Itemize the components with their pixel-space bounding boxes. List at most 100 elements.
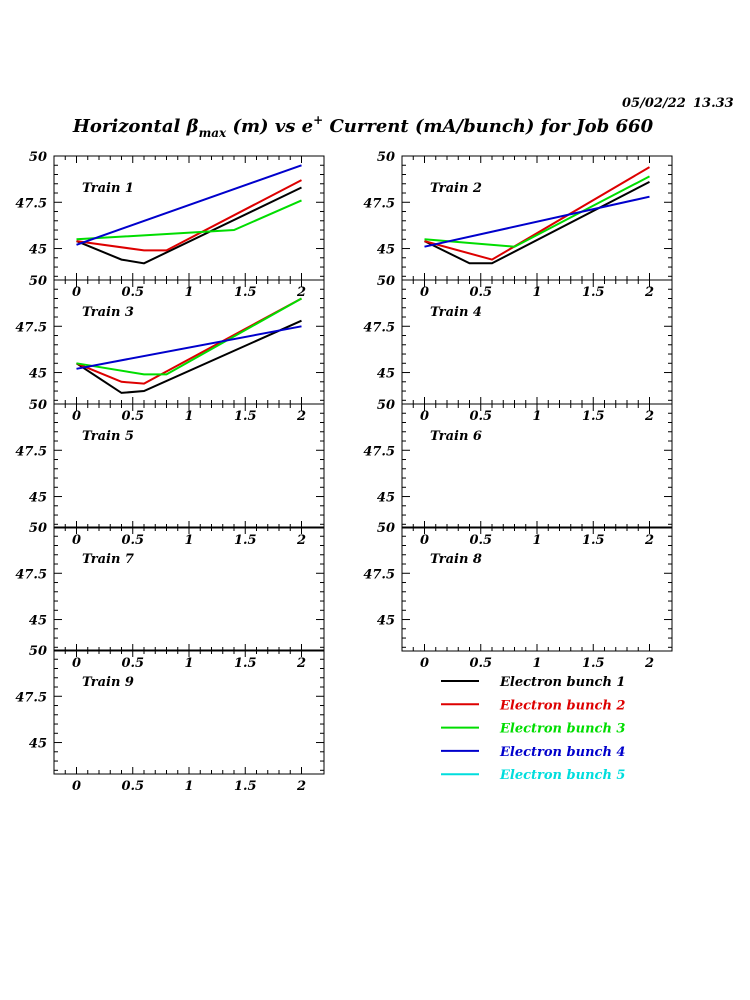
y-tick-label: 45 — [29, 491, 47, 506]
series-line-bunch-4 — [76, 325, 302, 370]
panel-frame — [401, 155, 673, 281]
x-tick-label: 1.5 — [234, 285, 257, 300]
x-tick-label: 0.5 — [121, 533, 144, 548]
series-line-bunch-1 — [76, 186, 302, 265]
panel-label: Train 7 — [82, 552, 134, 567]
date-stamp: 05/02/22 — [622, 96, 686, 111]
y-tick-label: 47.5 — [363, 567, 395, 582]
x-tick-label: 0 — [420, 285, 429, 300]
y-tick-label: 50 — [29, 150, 47, 165]
panel-train-2: 45 47.5 50 0 0.5 1 1.5 2 Train 2 — [363, 150, 673, 300]
x-tick-label: 1.5 — [582, 409, 605, 424]
series-line-bunch-4 — [424, 195, 650, 248]
y-tick-label: 45 — [29, 243, 47, 258]
series-line-bunch-1 — [75, 319, 302, 394]
x-tick-label: 2 — [644, 656, 654, 671]
series-line-bunch-3 — [424, 175, 650, 248]
x-tick-label: 0.5 — [121, 779, 144, 794]
y-tick-label: 47.5 — [15, 320, 47, 335]
x-tick-label: 0.5 — [469, 409, 492, 424]
main-title: Horizontal βmax (m) vs e+ Current (mA/bu… — [72, 113, 654, 140]
y-tick-label: 45 — [377, 491, 395, 506]
x-tick-label: 0 — [72, 533, 81, 548]
panel-label: Train 8 — [430, 552, 482, 567]
x-tick-label: 1 — [532, 656, 541, 671]
x-tick-label: 1 — [532, 285, 541, 300]
x-tick-label: 0 — [420, 533, 429, 548]
y-tick-label: 45 — [29, 367, 47, 382]
x-tick-label: 2 — [644, 409, 654, 424]
x-tick-label: 1 — [184, 779, 193, 794]
panel-train-4: 45 47.5 50 0 0.5 1 1.5 2 Train 4 — [363, 274, 673, 424]
y-tick-label: 47.5 — [15, 690, 47, 705]
series-line-bunch-3 — [76, 199, 302, 241]
y-tick-label: 50 — [377, 150, 395, 165]
x-tick-label: 0.5 — [469, 533, 492, 548]
x-tick-label: 1.5 — [234, 409, 257, 424]
y-tick-label: 50 — [377, 521, 395, 536]
x-tick-label: 0.5 — [121, 656, 144, 671]
y-tick-label: 47.5 — [363, 320, 395, 335]
y-tick-label: 47.5 — [15, 444, 47, 459]
series-line-bunch-1 — [424, 181, 650, 265]
panel-label: Train 9 — [82, 675, 134, 690]
panel-train-8: 45 47.5 50 0 0.5 1 1.5 2 Train 8 — [363, 521, 673, 671]
panel-label: Train 6 — [430, 429, 482, 444]
x-tick-label: 2 — [644, 285, 654, 300]
x-tick-label: 1.5 — [582, 533, 605, 548]
panel-train-9: 45 47.5 50 0 0.5 1 1.5 2 Train 9 — [15, 644, 325, 794]
x-tick-label: 1.5 — [582, 285, 605, 300]
panel-frame — [53, 155, 325, 281]
panel-train-6: 45 47.5 50 0 0.5 1 1.5 2 Train 6 — [363, 398, 673, 548]
x-tick-label: 1.5 — [234, 656, 257, 671]
x-tick-label: 0 — [72, 285, 81, 300]
x-tick-label: 1.5 — [234, 779, 257, 794]
x-tick-label: 0.5 — [121, 409, 144, 424]
x-tick-label: 0.5 — [121, 285, 144, 300]
y-tick-label: 47.5 — [15, 567, 47, 582]
series-line-bunch-2 — [76, 179, 302, 252]
legend-label-bunch-2: Electron bunch 2 — [499, 698, 625, 713]
x-tick-label: 0 — [72, 656, 81, 671]
panels-group: 45 47.5 50 0 0.5 1 1.5 2 Train 1 45 47.5 50 0 0.5 1 1.5… — [15, 150, 673, 794]
y-tick-label: 50 — [29, 398, 47, 413]
legend-label-bunch-5: Electron bunch 5 — [499, 768, 625, 783]
panel-label: Train 2 — [430, 181, 482, 196]
x-tick-label: 2 — [296, 779, 306, 794]
panel-train-3: 45 47.5 50 0 0.5 1 1.5 2 Train 3 — [15, 274, 325, 424]
legend-label-bunch-3: Electron bunch 3 — [499, 722, 625, 737]
x-tick-label: 1 — [532, 409, 541, 424]
x-tick-label: 1.5 — [582, 656, 605, 671]
series-line-bunch-2 — [424, 166, 651, 261]
time-stamp: 13.33 — [693, 96, 734, 111]
y-tick-label: 50 — [377, 274, 395, 289]
x-tick-label: 2 — [296, 409, 306, 424]
x-tick-label: 2 — [296, 656, 306, 671]
y-tick-label: 45 — [377, 614, 395, 629]
panel-train-5: 45 47.5 50 0 0.5 1 1.5 2 Train 5 — [15, 398, 325, 548]
panel-train-1: 45 47.5 50 0 0.5 1 1.5 2 Train 1 — [15, 150, 325, 300]
x-tick-label: 2 — [644, 533, 654, 548]
y-tick-label: 50 — [377, 398, 395, 413]
y-tick-label: 47.5 — [363, 196, 395, 211]
x-tick-label: 0.5 — [469, 656, 492, 671]
x-tick-label: 0 — [420, 656, 429, 671]
x-tick-label: 1 — [184, 409, 193, 424]
legend-label-bunch-1: Electron bunch 1 — [499, 675, 625, 690]
panel-label: Train 1 — [82, 181, 134, 196]
x-tick-label: 1 — [184, 656, 193, 671]
x-tick-label: 2 — [296, 533, 306, 548]
y-tick-label: 47.5 — [363, 444, 395, 459]
y-tick-label: 50 — [29, 521, 47, 536]
x-tick-label: 1 — [184, 533, 193, 548]
x-tick-label: 1 — [532, 533, 541, 548]
y-tick-label: 45 — [29, 737, 47, 752]
y-tick-label: 45 — [377, 243, 395, 258]
x-tick-label: 0 — [420, 409, 429, 424]
y-tick-label: 50 — [29, 644, 47, 659]
x-tick-label: 1 — [184, 285, 193, 300]
y-tick-label: 47.5 — [15, 196, 47, 211]
panel-label: Train 3 — [82, 305, 134, 320]
x-tick-label: 0 — [72, 779, 81, 794]
